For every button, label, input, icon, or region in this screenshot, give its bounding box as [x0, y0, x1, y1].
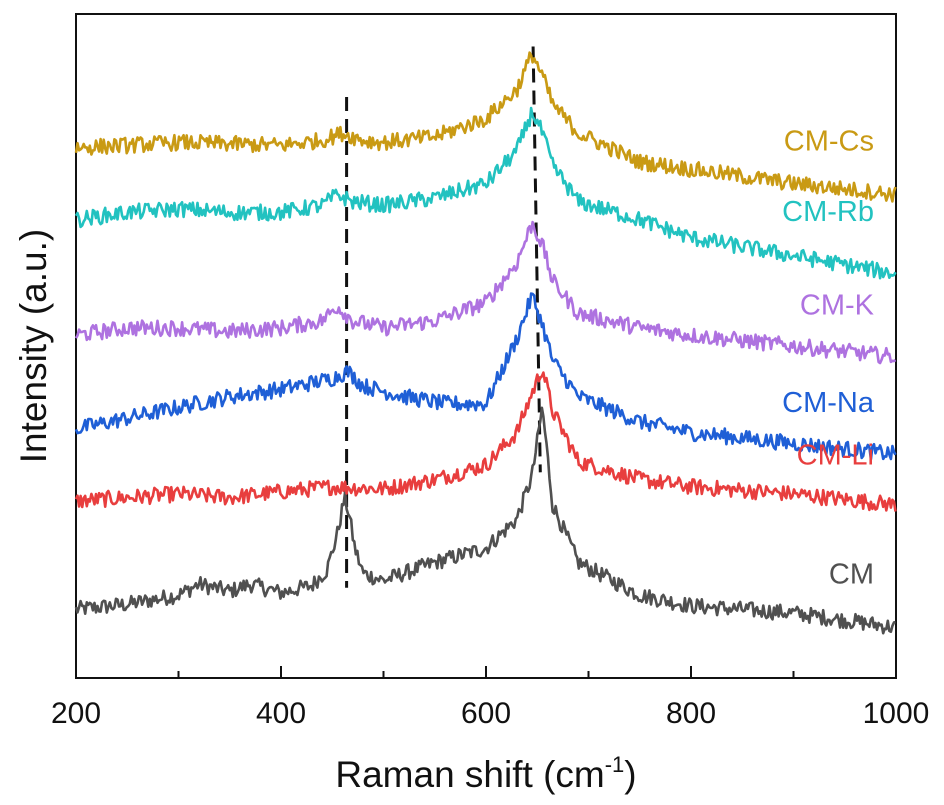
x-axis-title: Raman shift (cm-1) [335, 752, 636, 795]
series-line-cm-cs [74, 51, 897, 203]
x-tick-label: 800 [666, 697, 716, 730]
series-labels: CM CM-Li CM-Na CM-K CM-Rb CM-Cs [782, 125, 875, 590]
x-tick-label: 1000 [863, 697, 930, 730]
series-label-cm: CM [829, 558, 874, 590]
series-label-cm-cs: CM-Cs [784, 125, 874, 157]
series-layer [74, 51, 897, 635]
series-label-cm-rb: CM-Rb [782, 196, 874, 228]
series-line-cm-rb [74, 106, 897, 280]
x-axis: 200 400 600 800 1000 [51, 666, 929, 730]
series-line-cm [74, 406, 896, 635]
y-axis-title: Intensity (a.u.) [13, 229, 54, 463]
series-line-cm-na [74, 292, 897, 461]
series-line-cm-li [74, 371, 897, 512]
series-label-cm-li: CM-Li [797, 439, 874, 471]
reference-line-2 [531, 46, 542, 473]
x-tick-label: 400 [256, 697, 306, 730]
series-label-cm-k: CM-K [800, 290, 875, 322]
series-line-cm-k [74, 220, 897, 365]
x-tick-label: 600 [461, 697, 511, 730]
series-label-cm-na: CM-Na [782, 387, 875, 419]
x-tick-label: 200 [51, 697, 101, 730]
